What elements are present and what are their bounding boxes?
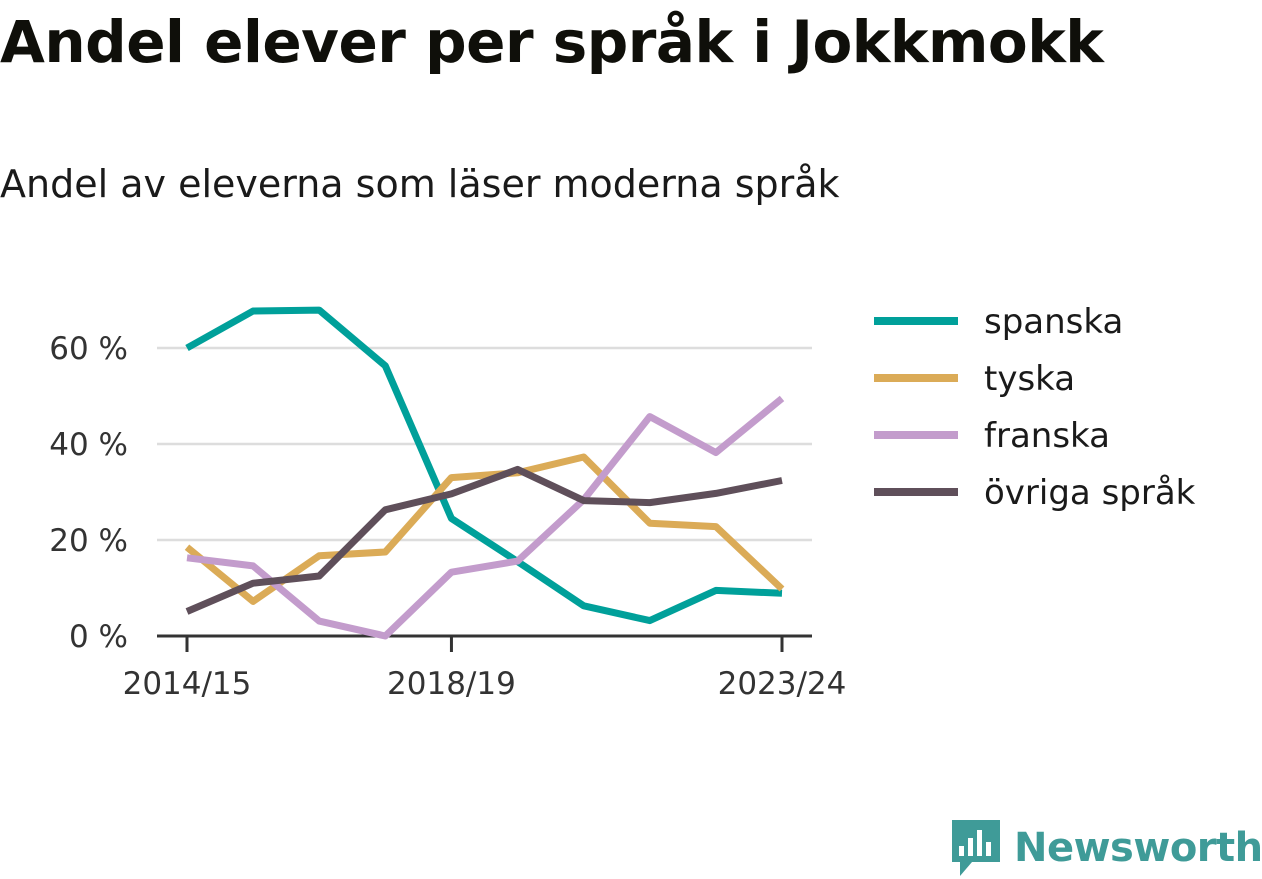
- y-tick-label: 20 %: [49, 523, 128, 559]
- newsworthy-logo: Newsworthy: [950, 818, 1262, 878]
- series-line-övriga-språk: [185, 465, 783, 615]
- line-chart: 2014/15 2018/19 2023/24 0 % 20 % 40 % 60 % sp…: [49, 302, 1196, 702]
- x-tick-label: 2023/24: [718, 666, 847, 702]
- x-axis: 2014/15 2018/19 2023/24: [123, 634, 847, 702]
- bar-chart-badge-icon: [952, 820, 1000, 876]
- series-line-franska: [186, 395, 785, 640]
- brand-name: Newsworthy: [1014, 825, 1262, 871]
- y-tick-label: 0 %: [69, 619, 128, 655]
- chart-subtitle: Andel av eleverna som läser moderna språ…: [0, 162, 840, 206]
- y-tick-label: 40 %: [49, 427, 128, 463]
- y-tick-label: 60 %: [49, 331, 128, 367]
- legend-label: tyska: [984, 359, 1075, 399]
- gridlines: [157, 346, 812, 542]
- chart-title: Andel elever per språk i Jokkmokk: [0, 8, 1104, 76]
- y-axis-labels: 0 % 20 % 40 % 60 %: [49, 331, 128, 655]
- legend-label: spanska: [984, 302, 1123, 342]
- legend-label: franska: [984, 416, 1110, 456]
- x-tick-label: 2018/19: [387, 666, 516, 702]
- legend: spanska tyska franska övriga språk: [874, 302, 1196, 513]
- series-line-spanska: [185, 306, 783, 625]
- series-lines: [184, 306, 785, 640]
- legend-label: övriga språk: [984, 473, 1196, 513]
- x-tick-label: 2014/15: [123, 666, 252, 702]
